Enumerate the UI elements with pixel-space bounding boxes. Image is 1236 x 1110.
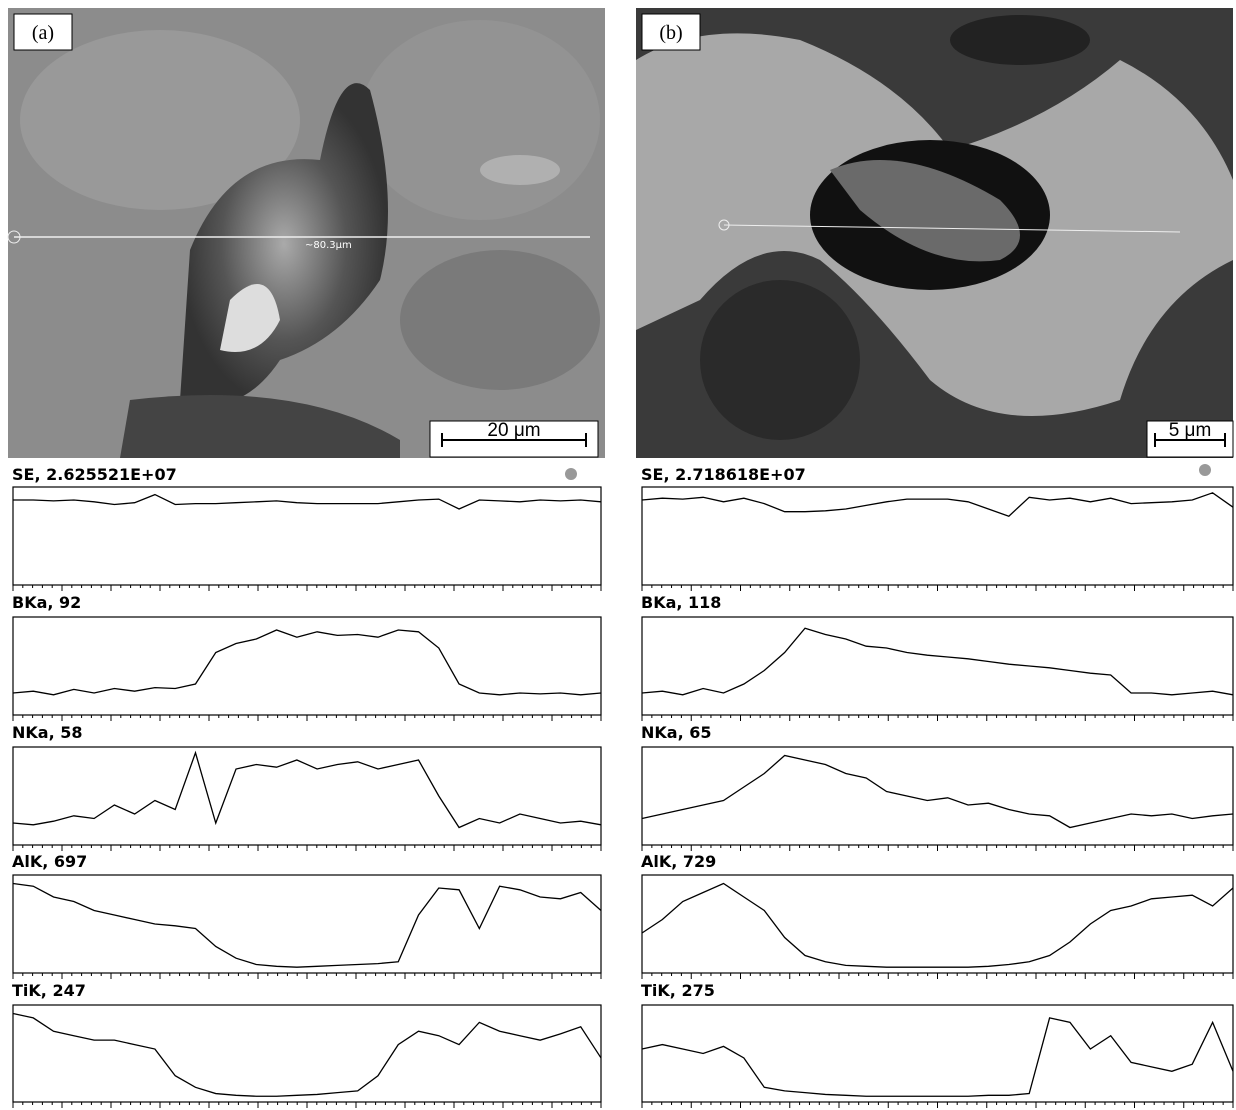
profile-title: NKa, 65 bbox=[641, 723, 712, 742]
sem-image-b: (b) 5 μm bbox=[636, 8, 1234, 458]
profile-line bbox=[12, 882, 602, 968]
profile-line bbox=[641, 1017, 1234, 1097]
profile-line bbox=[13, 493, 602, 510]
profile-title: BKa, 118 bbox=[641, 593, 721, 612]
plot-frame bbox=[641, 1004, 1234, 1103]
tick-decoration bbox=[12, 973, 602, 979]
profile-title: SE, 2.625521E+07 bbox=[12, 465, 177, 484]
tick-decoration bbox=[641, 715, 1234, 721]
profile-title: TiK, 275 bbox=[641, 981, 715, 1000]
plot-frame bbox=[12, 874, 602, 974]
plot-frame bbox=[12, 1004, 602, 1103]
sem-image-a: ~80.3μm (a) 20 μm bbox=[7, 8, 605, 458]
panel-label: (a) bbox=[32, 22, 54, 44]
profile-line bbox=[12, 750, 602, 829]
plot-frame bbox=[12, 616, 602, 716]
indicator bbox=[1199, 464, 1211, 476]
profile-title: AlK, 729 bbox=[641, 852, 716, 871]
profile-line bbox=[12, 629, 602, 696]
profile-line bbox=[641, 882, 1234, 968]
plot-frame bbox=[641, 874, 1234, 974]
tick-decoration bbox=[641, 845, 1234, 851]
panel-label: (b) bbox=[659, 22, 682, 44]
scale-bar-label: 5 μm bbox=[1169, 420, 1212, 441]
tick-decoration bbox=[641, 585, 1234, 591]
profile-line bbox=[641, 754, 1234, 829]
profile-line bbox=[641, 627, 1234, 696]
profile-line bbox=[641, 492, 1234, 517]
profile-title: BKa, 92 bbox=[12, 593, 81, 612]
scale-bar-label: 20 μm bbox=[487, 420, 540, 441]
profile-line bbox=[12, 1012, 602, 1097]
profile-title: SE, 2.718618E+07 bbox=[641, 465, 806, 484]
tick-decoration bbox=[12, 715, 602, 721]
indicator bbox=[565, 468, 577, 480]
tick-decoration bbox=[12, 585, 602, 591]
tick-decoration bbox=[12, 845, 602, 851]
tick-decoration bbox=[12, 1102, 602, 1108]
scan-label: ~80.3μm bbox=[305, 240, 352, 251]
plot-frame bbox=[641, 486, 1234, 586]
profile-title: NKa, 58 bbox=[12, 723, 83, 742]
profile-title: AlK, 697 bbox=[12, 852, 87, 871]
profile-title: TiK, 247 bbox=[12, 981, 86, 1000]
plot-frame bbox=[12, 746, 602, 846]
plot-frame bbox=[641, 616, 1234, 716]
tick-decoration bbox=[641, 973, 1234, 979]
tick-decoration bbox=[641, 1102, 1234, 1108]
